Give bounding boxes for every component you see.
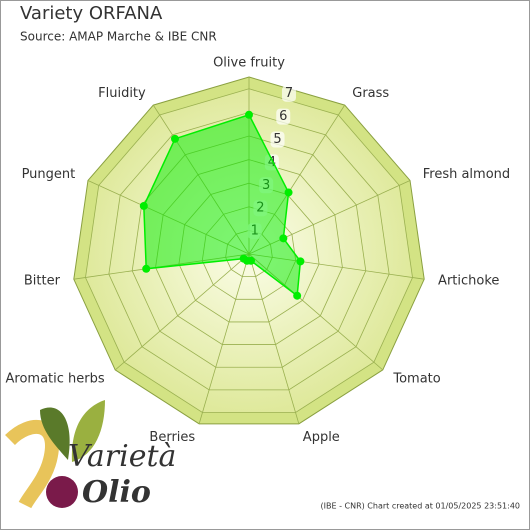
logo-leaf [40, 407, 70, 460]
r-tick-label: 7 [285, 86, 293, 101]
axis-label: Aromatic herbs [6, 372, 105, 387]
data-point [239, 254, 248, 263]
axis-label: Artichoke [438, 274, 499, 289]
axis-label: Olive fruity [213, 56, 285, 71]
tick-label-bg [270, 131, 285, 148]
chart-title: Variety ORFANA [20, 3, 163, 24]
logo-stroke [5, 419, 59, 509]
data-point [245, 110, 253, 119]
spoke [248, 253, 300, 424]
data-point [142, 264, 151, 273]
axis-label: Grass [352, 86, 389, 101]
data-point [170, 134, 179, 143]
footer: (IBE - CNR) Chart created at 01/05/2025 … [321, 502, 521, 511]
logo-text: Olio [82, 475, 151, 510]
tick-label-bg [276, 108, 291, 125]
axis-label: Fresh almond [423, 167, 510, 182]
axis-label: Fluidity [98, 86, 146, 101]
data-point [284, 188, 293, 197]
axis-label: Apple [303, 430, 340, 445]
r-tick-label: 6 [279, 109, 287, 124]
axis-label: Pungent [22, 167, 76, 182]
data-point [279, 234, 288, 243]
axis-label: Tomato [392, 372, 440, 387]
chart-subtitle: Source: AMAP Marche & IBE CNR [20, 30, 217, 44]
spoke [114, 253, 250, 371]
radar-series [139, 110, 305, 300]
axis-label: Berries [149, 430, 195, 445]
logo-text: Varietà [68, 439, 176, 474]
axis-label: Bitter [24, 274, 61, 289]
grid-ring [108, 111, 390, 391]
r-tick-label: 5 [273, 132, 281, 147]
grid-ring [85, 88, 413, 413]
data-point [293, 291, 302, 300]
spoke [198, 253, 250, 424]
data-point [139, 201, 148, 210]
tick-label-bg [281, 85, 296, 102]
logo-leaf [71, 400, 105, 462]
logo-olive [46, 476, 78, 508]
data-point [296, 257, 305, 266]
logo: Varietà Olio [5, 400, 176, 510]
